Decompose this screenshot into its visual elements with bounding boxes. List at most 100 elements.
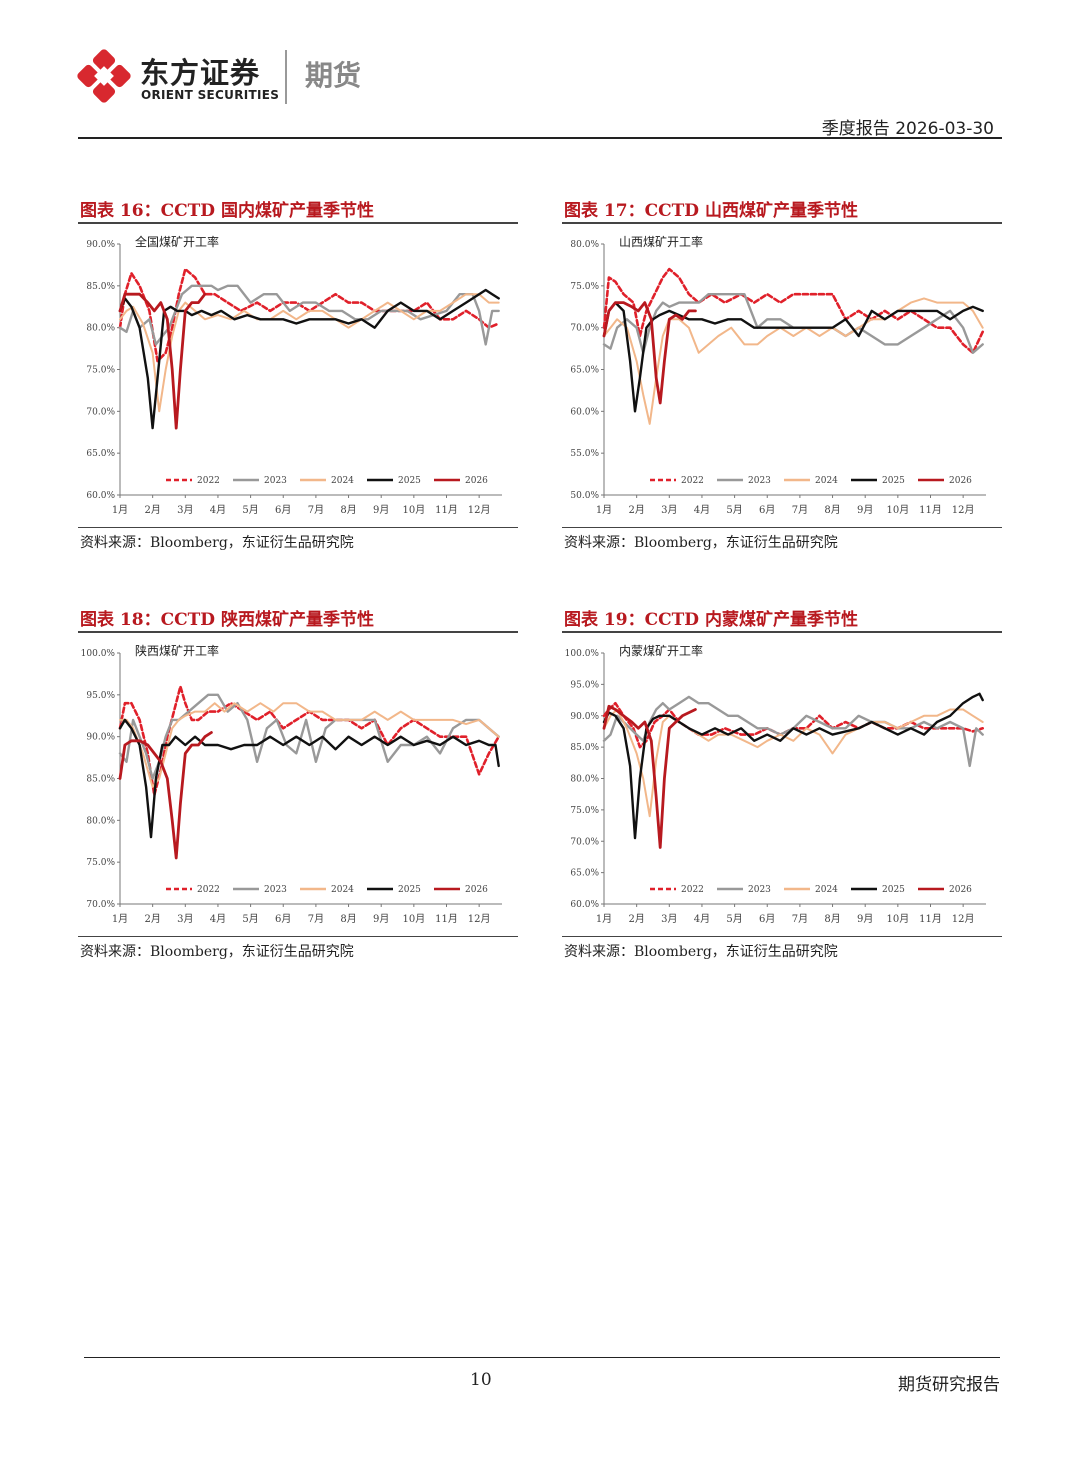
y-tick-label: 95.0% — [86, 691, 115, 701]
y-tick-label: 85.0% — [86, 775, 115, 785]
x-tick-label: 7月 — [308, 913, 324, 925]
x-tick-label: 2月 — [628, 504, 644, 516]
series-line-2025 — [602, 692, 984, 840]
x-tick-label: 8月 — [824, 913, 840, 925]
series-line-2022 — [118, 685, 501, 797]
report-meta: 季度报告 2026-03-30 — [821, 119, 994, 139]
x-tick-label: 9月 — [373, 504, 389, 516]
y-tick-label: 70.0% — [86, 900, 115, 910]
y-tick-label: 80.0% — [570, 240, 599, 250]
footer-rule — [84, 1357, 1000, 1358]
header-rule — [78, 137, 1002, 139]
y-tick-label: 90.0% — [86, 240, 115, 250]
y-tick-label: 75.0% — [86, 858, 115, 868]
x-tick-label: 4月 — [694, 913, 710, 925]
series-line-2024 — [119, 702, 500, 788]
x-tick-label: 3月 — [177, 504, 193, 516]
x-tick-label: 8月 — [340, 504, 356, 516]
x-tick-label: 3月 — [177, 913, 193, 925]
legend-label-2023: 2023 — [748, 476, 771, 486]
series-line-2023 — [602, 292, 984, 355]
x-tick-label: 1月 — [112, 504, 128, 516]
chart-title: 图表 16：CCTD 国内煤矿产量季节性 — [80, 201, 374, 221]
series-line-2025 — [118, 718, 500, 839]
y-tick-label: 75.0% — [570, 806, 599, 816]
chart-svg: 60.0% 65.0% 70.0% 75.0% 80.0% 85.0% 90.0% 1月 2月 3… — [86, 234, 502, 516]
x-tick-label: 3月 — [661, 913, 677, 925]
y-axis-label: 内蒙煤矿开工率 — [619, 643, 703, 658]
x-tick-label: 3月 — [661, 504, 677, 516]
y-tick-label: 90.0% — [86, 733, 115, 743]
y-tick-label: 50.0% — [570, 491, 599, 501]
x-tick-label: 11月 — [435, 913, 458, 925]
x-tick-label: 5月 — [726, 913, 742, 925]
series-line-2024 — [119, 293, 500, 413]
series-line-2024 — [603, 297, 984, 425]
panel-bottom-rule — [78, 527, 518, 528]
x-tick-label: 1月 — [596, 504, 612, 516]
chart-svg: 50.0% 55.0% 60.0% 65.0% 70.0% 75.0% 80.0% 1月 2月 3… — [570, 234, 986, 516]
y-tick-label: 85.0% — [570, 743, 599, 753]
legend-label-2023: 2023 — [264, 476, 287, 486]
legend-label-2025: 2025 — [882, 885, 905, 895]
chart-title: 图表 17：CCTD 山西煤矿产量季节性 — [564, 201, 858, 221]
y-axis-label: 陕西煤矿开工率 — [135, 643, 219, 658]
y-axis-label: 山西煤矿开工率 — [619, 234, 703, 249]
series-line-2023 — [118, 284, 500, 346]
legend-label-2022: 2022 — [197, 476, 220, 486]
x-tick-label: 12月 — [468, 913, 491, 925]
y-tick-label: 75.0% — [570, 282, 599, 292]
y-tick-label: 60.0% — [86, 491, 115, 501]
x-tick-label: 11月 — [435, 504, 458, 516]
x-tick-label: 9月 — [373, 913, 389, 925]
panel-top-rule — [78, 222, 518, 224]
brand-name-english: ORIENT SECURITIES — [141, 88, 280, 102]
chart-source: 资料来源：Bloomberg，东证衍生品研究院 — [80, 944, 354, 960]
series-line-2026 — [118, 731, 213, 860]
legend-label-2024: 2024 — [815, 885, 838, 895]
x-tick-label: 7月 — [792, 504, 808, 516]
y-tick-label: 55.0% — [570, 449, 599, 459]
y-tick-label: 80.0% — [86, 324, 115, 334]
panel-bottom-rule — [562, 936, 1002, 937]
y-tick-label: 65.0% — [570, 366, 599, 376]
y-tick-label: 65.0% — [86, 449, 115, 459]
x-tick-label: 8月 — [340, 913, 356, 925]
x-tick-label: 2月 — [144, 913, 160, 925]
x-tick-label: 5月 — [242, 913, 258, 925]
y-tick-label: 80.0% — [570, 775, 599, 785]
series-line-2022 — [602, 267, 985, 355]
panel-top-rule — [562, 631, 1002, 633]
chart-source: 资料来源：Bloomberg，东证衍生品研究院 — [80, 535, 354, 551]
y-tick-label: 85.0% — [86, 282, 115, 292]
x-tick-label: 4月 — [210, 504, 226, 516]
y-tick-label: 95.0% — [570, 680, 599, 690]
x-tick-label: 6月 — [759, 913, 775, 925]
brand-section: 期货 — [305, 59, 362, 92]
x-tick-label: 2月 — [628, 913, 644, 925]
y-axis-label: 全国煤矿开工率 — [135, 234, 219, 249]
legend-label-2022: 2022 — [681, 476, 704, 486]
x-tick-label: 10月 — [402, 504, 425, 516]
x-tick-label: 12月 — [468, 504, 491, 516]
x-tick-label: 10月 — [402, 913, 425, 925]
legend-label-2025: 2025 — [398, 476, 421, 486]
series-line-2025 — [602, 301, 984, 413]
x-tick-label: 6月 — [275, 913, 291, 925]
x-tick-label: 5月 — [726, 504, 742, 516]
logo-icon — [76, 46, 132, 106]
x-tick-label: 11月 — [919, 504, 942, 516]
x-tick-label: 1月 — [596, 913, 612, 925]
legend-label-2026: 2026 — [949, 885, 972, 895]
chart-svg: 70.0% 75.0% 80.0% 85.0% 90.0% 95.0% 100.0% 1月 2月… — [81, 643, 502, 925]
chart-svg: 60.0% 65.0% 70.0% 75.0% 80.0% 85.0% 90.0% 95.0%… — [565, 643, 986, 925]
brand-divider — [285, 50, 287, 104]
x-tick-label: 11月 — [919, 913, 942, 925]
y-tick-label: 70.0% — [570, 324, 599, 334]
legend-label-2022: 2022 — [681, 885, 704, 895]
footer-label: 期货研究报告 — [898, 1375, 1000, 1395]
legend-label-2024: 2024 — [815, 476, 838, 486]
panel-top-rule — [78, 631, 518, 633]
series-line-2025 — [118, 288, 500, 430]
series-line-2026 — [118, 292, 207, 430]
